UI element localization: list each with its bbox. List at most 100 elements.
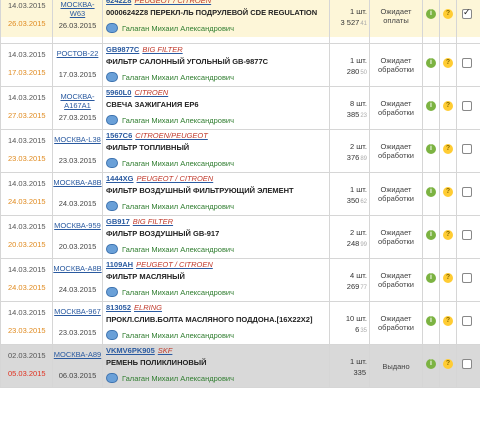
order-row: 14.03.2015 27.03.2015 МОСКВА-А167А1 27.0… (0, 86, 480, 130)
question-icon[interactable]: ? (443, 101, 453, 111)
status-cell: Ожидает обработки (369, 258, 423, 302)
part-code-link[interactable]: 1109AH PEUGEOT / CITROEN (106, 260, 213, 269)
status-text: Ожидает оплаты (380, 7, 412, 25)
location-link[interactable]: МОСКВА-А8В (53, 264, 102, 273)
location-date: 24.03.2015 (58, 285, 97, 294)
price: 335 (353, 368, 366, 377)
status-cell: Ожидает обработки (369, 301, 423, 345)
question-icon[interactable]: ? (443, 230, 453, 240)
due-date: 17.03.2015 (8, 68, 46, 77)
order-row: 02.03.2015 05.03.2015 МОСКВА-А89 06.03.2… (0, 344, 480, 388)
location-date: 26.03.2015 (58, 21, 97, 30)
qty-price-cell: 2 шт. 24899 (329, 215, 370, 259)
manager-link[interactable]: Галаган Михаил Александрович (106, 287, 234, 297)
order-date: 14.03.2015 (8, 136, 46, 145)
info-icon[interactable]: i (426, 187, 436, 197)
part-code-link[interactable]: 6242Z8 PEUGEOT / CITROEN (106, 0, 211, 5)
question-icon[interactable]: ? (443, 9, 453, 19)
question-icon[interactable]: ? (443, 187, 453, 197)
manager-link[interactable]: Галаган Михаил Александрович (106, 72, 234, 82)
part-code-link[interactable]: 813052 ELRING (106, 303, 162, 312)
location-link[interactable]: МОСКВА-967 (54, 307, 101, 316)
manager-link[interactable]: Галаган Михаил Александрович (106, 244, 234, 254)
manager-link[interactable]: Галаган Михаил Александрович (106, 158, 234, 168)
location-link[interactable]: МОСКВА-А89 (53, 350, 102, 359)
question-icon[interactable]: ? (443, 359, 453, 369)
location-link[interactable]: РОСТОВ-22 (56, 49, 99, 58)
location-link[interactable]: МОСКВА-А8В (53, 178, 102, 187)
order-date: 02.03.2015 (8, 351, 46, 360)
qty-price-cell: 4 шт. 26977 (329, 258, 370, 302)
location-link[interactable]: МОСКВА-А167А1 (60, 92, 95, 110)
status-cell: Выдано (369, 344, 423, 388)
row-checkbox[interactable] (462, 58, 472, 68)
row-checkbox[interactable] (462, 316, 472, 326)
location-cell: МОСКВА-W63 26.03.2015 (52, 0, 103, 38)
part-code-link[interactable]: GB917 BIG FILTER (106, 217, 174, 226)
due-date: 05.03.2015 (8, 369, 46, 378)
location-link[interactable]: МОСКВА-W63 (60, 0, 95, 18)
info-cell: i (422, 172, 440, 216)
brand-label: ELRING (134, 303, 162, 312)
quantity: 1 шт. (350, 357, 367, 366)
manager-link[interactable]: Галаган Михаил Александрович (106, 115, 234, 125)
info-icon[interactable]: i (426, 58, 436, 68)
location-link[interactable]: МОСКВА-959 (54, 221, 101, 230)
info-icon[interactable]: i (426, 9, 436, 19)
part-code-link[interactable]: VKMV6PK905 SKF (106, 346, 173, 355)
part-code-link[interactable]: 1444XG PEUGEOT / CITROEN (106, 174, 214, 183)
question-icon[interactable]: ? (443, 273, 453, 283)
part-description: 00006242Z8 ПЕРЕКЛ-ЛЬ ПОДРУЛЕВОЙ CDE REGU… (106, 8, 318, 17)
brand-label: SKF (157, 346, 173, 355)
qty-price-cell: 10 шт. 635 (329, 301, 370, 345)
part-description: ФИЛЬТР ТОПЛИВНЫЙ (106, 143, 190, 152)
qty-price-cell: 1 шт. 35062 (329, 172, 370, 216)
part-code-link[interactable]: 1567C6 CITROEN/PEUGEOT (106, 131, 208, 140)
status-text: Ожидает обработки (377, 185, 415, 203)
brand-label: BIG FILTER (132, 217, 174, 226)
location-date: 24.03.2015 (58, 199, 97, 208)
info-icon[interactable]: i (426, 359, 436, 369)
item-cell: GB917 BIG FILTER ФИЛЬТР ВОЗДУШНЫЙ GB-917 … (102, 215, 330, 259)
part-code-link[interactable]: GB9877C BIG FILTER (106, 45, 183, 54)
quantity: 4 шт. (350, 271, 367, 280)
row-checkbox[interactable] (462, 7, 472, 19)
brand-label: CITROEN/PEUGEOT (135, 131, 208, 140)
question-icon[interactable]: ? (443, 316, 453, 326)
location-date: 23.03.2015 (58, 156, 97, 165)
row-checkbox[interactable] (462, 101, 472, 111)
part-code-link[interactable]: 5960L0 CITROEN (106, 88, 169, 97)
info-icon[interactable]: i (426, 273, 436, 283)
info-icon[interactable]: i (426, 316, 436, 326)
location-link[interactable]: МОСКВА-L38 (54, 135, 101, 144)
brand-label: PEUGEOT / CITROEN (134, 0, 212, 5)
manager-link[interactable]: Галаган Михаил Александрович (106, 330, 234, 340)
manager-link[interactable]: Галаган Михаил Александрович (106, 201, 234, 211)
dates-cell: 14.03.2015 26.03.2015 (0, 0, 53, 38)
info-icon[interactable]: i (426, 101, 436, 111)
info-icon[interactable]: i (426, 144, 436, 154)
info-icon[interactable]: i (426, 230, 436, 240)
dates-cell: 02.03.2015 05.03.2015 (0, 344, 53, 388)
qty-price-cell: 1 шт. 28050 (329, 43, 370, 87)
row-checkbox[interactable] (462, 144, 472, 154)
dates-cell: 14.03.2015 17.03.2015 (0, 43, 53, 87)
brand-label: PEUGEOT / CITROEN (136, 174, 214, 183)
manager-link[interactable]: Галаган Михаил Александрович (106, 23, 234, 33)
checkbox-cell (456, 129, 480, 173)
question-cell: ? (439, 258, 457, 302)
row-checkbox[interactable] (462, 359, 472, 369)
due-date: 24.03.2015 (8, 197, 46, 206)
location-cell: МОСКВА-А8В 24.03.2015 (52, 258, 103, 302)
info-cell: i (422, 86, 440, 130)
manager-link[interactable]: Галаган Михаил Александрович (106, 373, 234, 383)
question-icon[interactable]: ? (443, 144, 453, 154)
row-checkbox[interactable] (462, 230, 472, 240)
order-row: 14.03.2015 20.03.2015 МОСКВА-959 20.03.2… (0, 215, 480, 259)
price: 35062 (346, 196, 367, 205)
row-checkbox[interactable] (462, 273, 472, 283)
row-checkbox[interactable] (462, 187, 472, 197)
question-icon[interactable]: ? (443, 58, 453, 68)
qty-price-cell: 8 шт. 38523 (329, 86, 370, 130)
info-cell: i (422, 0, 440, 38)
